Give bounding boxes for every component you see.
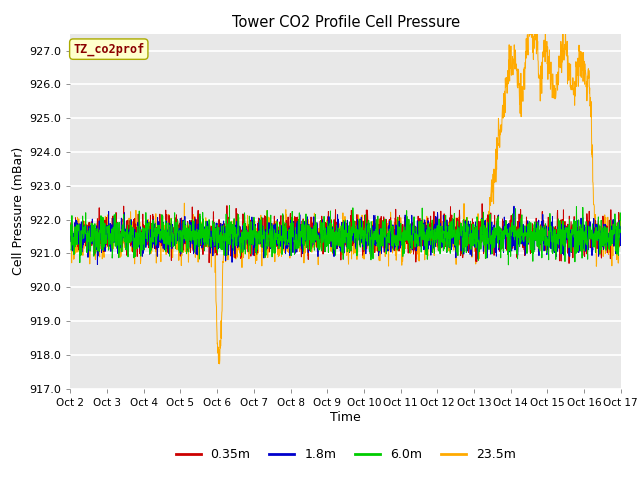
Text: TZ_co2prof: TZ_co2prof (73, 42, 145, 56)
Legend: 0.35m, 1.8m, 6.0m, 23.5m: 0.35m, 1.8m, 6.0m, 23.5m (170, 443, 521, 466)
Title: Tower CO2 Profile Cell Pressure: Tower CO2 Profile Cell Pressure (232, 15, 460, 30)
Y-axis label: Cell Pressure (mBar): Cell Pressure (mBar) (12, 147, 25, 276)
X-axis label: Time: Time (330, 410, 361, 424)
